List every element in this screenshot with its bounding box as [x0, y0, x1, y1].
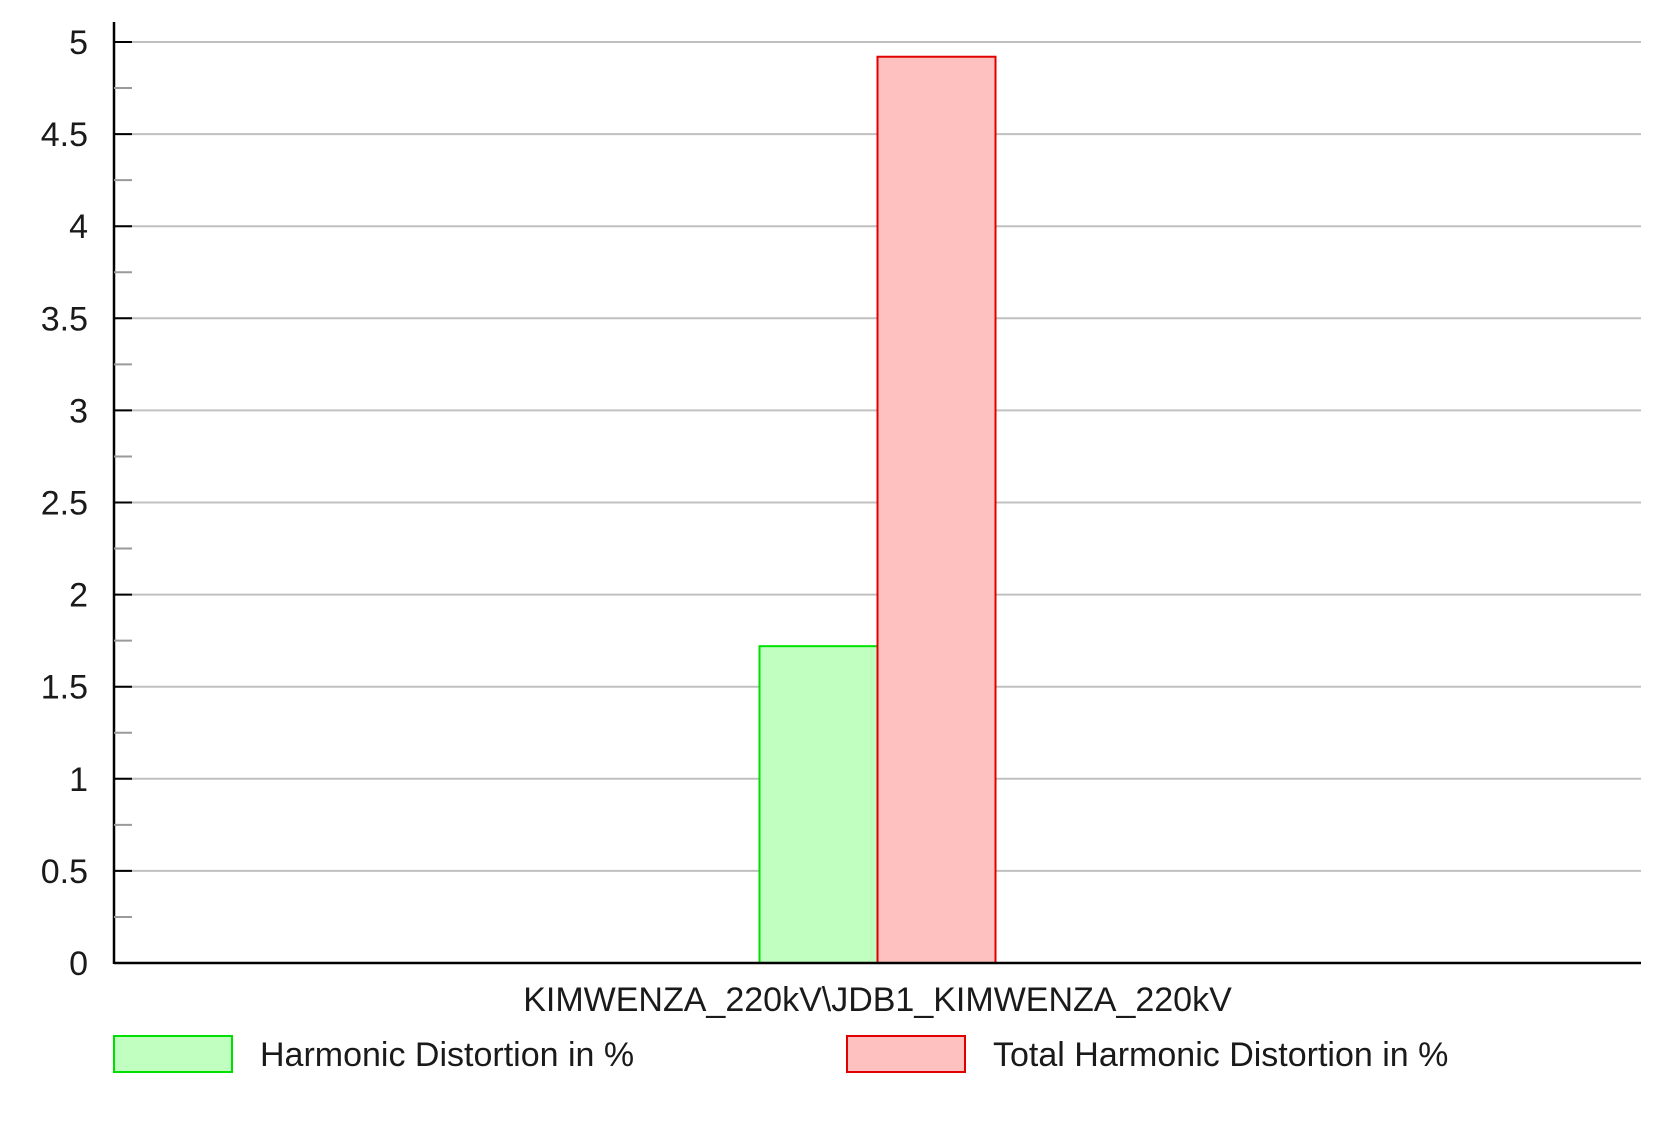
y-tick-label: 2	[69, 577, 88, 615]
bar	[876, 55, 997, 964]
legend-swatch	[846, 1035, 966, 1073]
legend-label: Harmonic Distortion in %	[260, 1036, 634, 1074]
legend-label: Total Harmonic Distortion in %	[993, 1036, 1448, 1074]
axes	[112, 22, 1641, 965]
legend-swatch	[113, 1035, 233, 1073]
y-tick-label: 3	[69, 392, 88, 430]
y-tick-label: 0.5	[41, 853, 88, 891]
y-tick-label: 3.5	[41, 300, 88, 338]
bar	[758, 645, 879, 965]
bars	[758, 55, 997, 965]
y-tick-label: 0	[69, 945, 88, 983]
y-tick-label: 5	[69, 24, 88, 62]
y-tick-label: 4.5	[41, 116, 88, 154]
y-tick-label: 2.5	[41, 485, 88, 523]
tick-labels: KIMWENZA_220kV\JDB1_KIMWENZA_220kV 0 0.5 1 1…	[41, 24, 1232, 1019]
y-tick-label: 1	[69, 761, 88, 799]
legend-item: Total Harmonic Distortion in %	[846, 1035, 1448, 1074]
x-tick-label: KIMWENZA_220kV\JDB1_KIMWENZA_220kV	[523, 981, 1232, 1019]
y-tick-label: 1.5	[41, 669, 88, 707]
y-tick-label: 4	[69, 208, 88, 246]
legend: Harmonic Distortion in % Total Harmonic D…	[113, 1035, 1448, 1074]
legend-item: Harmonic Distortion in %	[113, 1035, 634, 1074]
